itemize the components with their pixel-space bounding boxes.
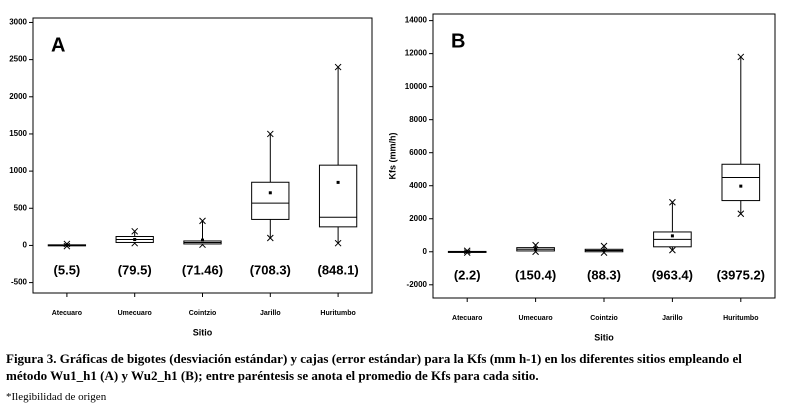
whisker-end (131, 227, 139, 235)
whisker-end (334, 63, 342, 71)
y-tick-label: 12000 (405, 49, 428, 58)
y-tick-label: 2500 (9, 55, 27, 64)
panel-label: A (51, 34, 65, 56)
box (251, 181, 290, 220)
x-axis-label: Sitio (193, 327, 213, 337)
x-axis-label: Sitio (594, 332, 614, 342)
y-tick-label: -500 (11, 278, 28, 287)
mean-marker (268, 191, 272, 195)
whisker-end (334, 239, 342, 247)
y-tick-label: 2000 (9, 92, 27, 101)
y-tick-label: 0 (423, 247, 428, 256)
whisker-end (600, 242, 608, 250)
whisker-end (199, 217, 206, 225)
plot-frame (32, 17, 373, 294)
whisker-end (737, 210, 745, 218)
x-tick-label: Umecuaro (118, 310, 152, 317)
x-tick-label: Atecuaro (52, 310, 82, 317)
y-axis-label: Kfs (mm/h) (387, 132, 397, 179)
y-tick-label: 8000 (409, 115, 427, 124)
mean-label: (848.1) (317, 262, 358, 277)
x-tick-label: Cointzio (590, 315, 618, 322)
mean-marker (336, 180, 340, 184)
y-tick-label: 10000 (405, 82, 428, 91)
caption: Figura 3. Gráficas de bigotes (desviació… (6, 351, 742, 383)
mean-marker (201, 238, 204, 242)
whisker-end (266, 130, 274, 138)
box (318, 164, 358, 228)
box (721, 163, 761, 202)
x-tick-label: Huritumbo (320, 310, 355, 317)
footnote: *Ilegibilidad de origen (6, 391, 107, 403)
mean-label: (2.2) (454, 267, 481, 282)
mean-label: (79.5) (118, 262, 152, 277)
plot-frame (432, 13, 776, 299)
charts: -500 0 500 1000 1500 2000 2500 3000 A Sitio Atecua… (9, 13, 776, 342)
panel-label: B (451, 30, 465, 52)
y-tick-label: 1000 (9, 166, 27, 175)
mean-label: (708.3) (250, 262, 291, 277)
x-tick-label: Atecuaro (452, 315, 482, 322)
y-tick-label: 500 (14, 203, 28, 212)
mean-marker (133, 238, 137, 242)
y-tick-label: 4000 (409, 181, 427, 190)
mean-marker (670, 234, 674, 238)
mean-label: (88.3) (587, 267, 621, 282)
y-tick-label: 1500 (9, 129, 27, 138)
mean-label: (963.4) (652, 267, 693, 282)
y-tick-label: 14000 (405, 16, 428, 25)
mean-marker (65, 243, 69, 247)
whisker-end (669, 198, 676, 206)
x-tick-label: Jarillo (662, 315, 683, 322)
mean-marker (602, 248, 606, 252)
mean-marker (465, 250, 469, 254)
whisker-end (266, 234, 274, 242)
x-tick-label: Jarillo (260, 310, 281, 317)
y-tick-label: 3000 (9, 18, 27, 27)
y-tick-label: 0 (23, 241, 28, 250)
x-tick-label: Umecuaro (518, 315, 552, 322)
mean-label: (3975.2) (717, 267, 765, 282)
y-tick-label: -2000 (407, 280, 428, 289)
mean-marker (739, 184, 743, 188)
mean-label: (150.4) (515, 267, 556, 282)
mean-marker (534, 247, 538, 251)
x-tick-label: Huritumbo (723, 315, 758, 322)
mean-label: (5.5) (54, 262, 81, 277)
y-tick-label: 6000 (409, 148, 427, 157)
y-tick-label: 2000 (409, 214, 427, 223)
x-tick-label: Cointzio (189, 310, 217, 317)
whisker-end (737, 53, 745, 61)
mean-label: (71.46) (182, 262, 223, 277)
whisker-end (669, 246, 676, 254)
